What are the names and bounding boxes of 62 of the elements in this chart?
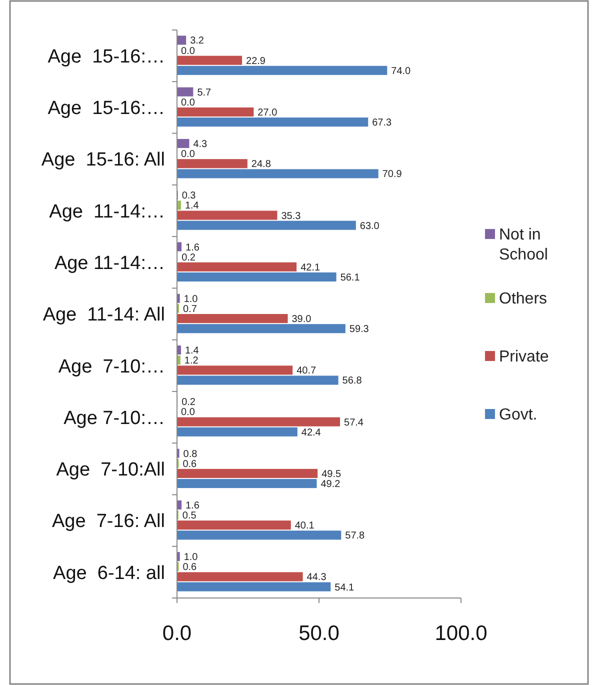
- data-label: 22.9: [246, 56, 266, 67]
- y-tick-label: Age 11-14:…: [54, 253, 165, 274]
- data-label: 3.2: [190, 36, 204, 47]
- data-label: 1.2: [184, 356, 199, 367]
- legend-label: Not in School: [499, 226, 548, 264]
- data-label: 49.5: [322, 468, 342, 480]
- data-label: 0.6: [182, 562, 198, 574]
- x-tick-label: 50.0: [298, 622, 340, 645]
- x-tick-label: 0.0: [162, 622, 192, 645]
- y-tick-label: Age 11-14:…: [49, 201, 165, 222]
- data-label: 57.8: [345, 530, 366, 542]
- y-tick-label: Age 15-16: All: [41, 150, 165, 171]
- data-label: 54.1: [334, 582, 355, 594]
- data-label: 1.6: [186, 500, 200, 512]
- legend-label: Govt.: [499, 406, 538, 424]
- data-label: 0.0: [181, 46, 196, 57]
- data-label: 40.7: [296, 366, 316, 377]
- data-label: 49.2: [320, 479, 341, 490]
- data-label: 59.3: [349, 324, 370, 336]
- data-label: 42.1: [300, 262, 320, 274]
- data-label: 1.6: [186, 242, 200, 254]
- legend-label: Others: [499, 290, 548, 308]
- data-label: 56.8: [342, 376, 362, 387]
- data-label: 0.7: [182, 304, 198, 315]
- data-label: 67.3: [372, 118, 392, 129]
- data-label: 27.0: [258, 107, 278, 118]
- y-tick-label: Age 15-16:…: [48, 46, 165, 68]
- y-tick-label: Age 11-14: All: [42, 304, 165, 326]
- data-label: 4.3: [193, 138, 208, 150]
- data-label: 0.6: [182, 458, 198, 470]
- data-label: 70.9: [382, 169, 402, 180]
- data-label: 1.4: [184, 200, 200, 212]
- data-label: 0.5: [182, 510, 197, 522]
- data-label: 24.8: [251, 159, 272, 170]
- data-label: 0.2: [182, 252, 196, 264]
- data-label: 0.2: [182, 397, 196, 408]
- data-label: 63.0: [360, 220, 380, 232]
- data-label: 1.0: [184, 552, 198, 564]
- data-label: 39.0: [292, 314, 312, 326]
- data-label: 0.0: [181, 97, 196, 108]
- y-tick-label: Age 15-16:…: [48, 98, 165, 120]
- data-label: 0.0: [181, 149, 196, 160]
- y-tick-label: Age 6-14: all: [53, 562, 165, 584]
- data-label: 74.0: [391, 66, 412, 77]
- data-label: 44.3: [306, 572, 327, 584]
- data-label: 1.4: [184, 346, 200, 357]
- x-tick-label: 100.0: [434, 622, 488, 645]
- data-label: 0.0: [181, 407, 196, 418]
- data-label: 57.4: [344, 417, 364, 428]
- y-tick-label: Age 7-10:…: [64, 408, 165, 429]
- data-label: 0.3: [182, 190, 196, 202]
- data-label: 42.4: [301, 427, 322, 438]
- y-tick-label: Age 7-16: All: [52, 511, 165, 532]
- data-label: 56.1: [340, 272, 360, 284]
- data-label: 35.3: [281, 210, 302, 222]
- y-tick-label: Age 7-10:…: [58, 356, 165, 378]
- data-label: 5.7: [197, 87, 212, 98]
- data-label: 1.0: [184, 294, 198, 305]
- data-label: 40.1: [294, 520, 315, 532]
- y-tick-label: Age 7-10:All: [56, 460, 165, 481]
- legend-label: Private: [499, 348, 549, 366]
- data-label: 0.8: [183, 448, 198, 460]
